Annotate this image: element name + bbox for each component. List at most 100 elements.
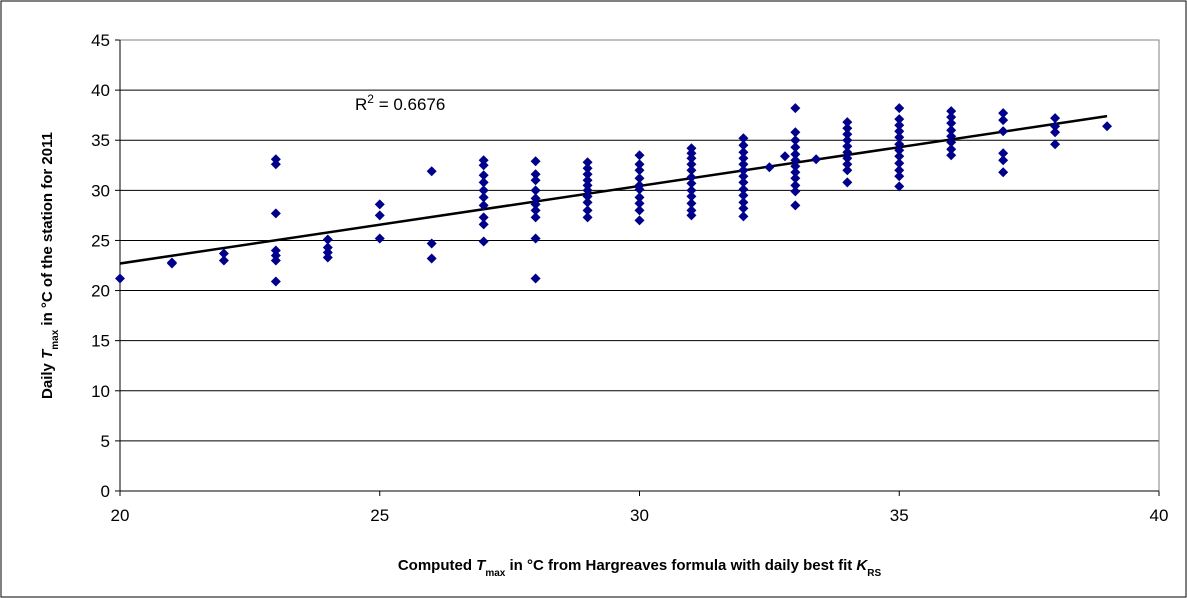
- data-point: [218, 248, 229, 259]
- label-part: max: [50, 329, 61, 349]
- data-point: [686, 172, 697, 183]
- data-point: [270, 154, 281, 165]
- data-point: [582, 205, 593, 216]
- data-point: [634, 150, 645, 161]
- data-point: [634, 205, 645, 216]
- data-point: [582, 185, 593, 196]
- data-point: [582, 175, 593, 186]
- data-point: [790, 167, 801, 178]
- data-point: [842, 141, 853, 152]
- data-point: [1050, 113, 1061, 124]
- data-point: [634, 184, 645, 195]
- x-tick-label: 40: [1150, 506, 1169, 525]
- data-point: [738, 211, 749, 222]
- data-point: [686, 210, 697, 221]
- data-point: [738, 190, 749, 201]
- data-point: [1102, 121, 1113, 132]
- data-point: [811, 154, 822, 165]
- data-point: [322, 242, 333, 253]
- data-point: [842, 159, 853, 170]
- data-point: [894, 165, 905, 176]
- data-point: [686, 191, 697, 202]
- y-tick-label: 40: [91, 81, 110, 100]
- y-tick-label: 10: [91, 382, 110, 401]
- y-tick-label: 35: [91, 131, 110, 150]
- y-tick-label: 25: [91, 231, 110, 250]
- data-point: [842, 135, 853, 146]
- data-point: [1050, 127, 1061, 138]
- data-point: [946, 118, 957, 129]
- x-tick-label: 35: [890, 506, 909, 525]
- data-point: [998, 148, 1009, 159]
- data-point: [686, 198, 697, 209]
- data-point: [894, 158, 905, 169]
- data-point: [582, 197, 593, 208]
- data-point: [894, 132, 905, 143]
- data-point: [270, 255, 281, 266]
- data-point: [218, 255, 229, 266]
- data-point: [270, 250, 281, 261]
- data-point: [790, 180, 801, 191]
- data-point: [530, 212, 541, 223]
- data-point: [686, 165, 697, 176]
- y-tick-label: 20: [91, 282, 110, 301]
- data-point: [634, 192, 645, 203]
- data-point: [946, 144, 957, 155]
- annotation-part: 2: [367, 92, 374, 106]
- data-point: [842, 129, 853, 140]
- data-point: [686, 143, 697, 154]
- annotation-part: R: [355, 95, 367, 114]
- data-point: [478, 192, 489, 203]
- data-point: [634, 215, 645, 226]
- data-point: [686, 205, 697, 216]
- data-point: [530, 169, 541, 180]
- data-point: [738, 159, 749, 170]
- data-point: [115, 273, 125, 284]
- data-point: [946, 106, 957, 117]
- data-point: [738, 197, 749, 208]
- x-tick-label: 25: [370, 506, 389, 525]
- data-point: [634, 165, 645, 176]
- data-point: [894, 103, 905, 114]
- data-point: [582, 163, 593, 174]
- annotation-part: = 0.6676: [374, 95, 445, 114]
- data-point: [779, 151, 790, 162]
- data-point: [894, 171, 905, 182]
- data-point: [790, 127, 801, 138]
- data-point: [686, 159, 697, 170]
- data-point: [738, 171, 749, 182]
- data-point: [842, 165, 853, 176]
- data-point: [894, 114, 905, 125]
- y-tick-label: 30: [91, 181, 110, 200]
- data-point: [530, 199, 541, 210]
- data-point: [842, 153, 853, 164]
- data-point: [582, 191, 593, 202]
- label-part: max: [485, 568, 505, 579]
- data-point: [894, 120, 905, 131]
- data-point: [738, 133, 749, 144]
- data-point: [530, 175, 541, 186]
- data-point: [426, 253, 437, 264]
- data-point: [478, 170, 489, 181]
- data-point: [686, 153, 697, 164]
- data-point: [478, 185, 489, 196]
- data-point: [1050, 139, 1061, 150]
- label-part: Computed: [398, 557, 476, 574]
- trendline: [119, 114, 1108, 265]
- data-point: [790, 155, 801, 166]
- label-part: T: [39, 348, 56, 359]
- data-point: [738, 153, 749, 164]
- label-part: in °C of the station for 2011: [39, 132, 56, 330]
- data-point: [582, 180, 593, 191]
- data-point: [374, 233, 385, 244]
- data-point: [946, 131, 957, 142]
- x-tick-label: 20: [111, 506, 130, 525]
- data-point: [998, 155, 1009, 166]
- y-tick-label: 5: [101, 432, 110, 451]
- label-part: K: [856, 557, 868, 574]
- data-point: [374, 199, 385, 210]
- y-tick-label: 15: [91, 332, 110, 351]
- data-point: [478, 160, 489, 171]
- data-point: [582, 169, 593, 180]
